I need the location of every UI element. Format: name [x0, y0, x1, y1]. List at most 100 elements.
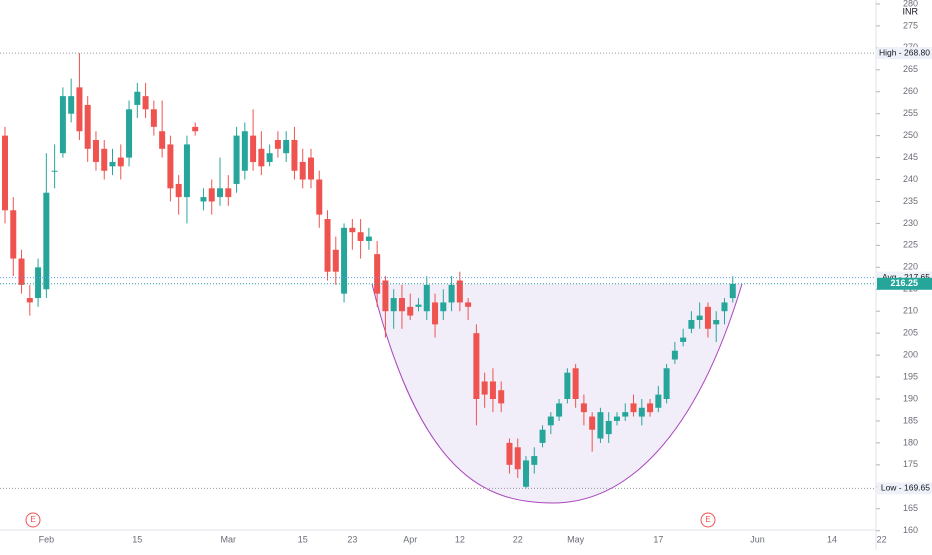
candle-body [398, 298, 405, 312]
earnings-label: E [30, 515, 35, 524]
candle-body [59, 96, 66, 154]
y-tick-label: 205 [903, 328, 918, 338]
earnings-label: E [705, 515, 710, 524]
candle-body [142, 96, 149, 110]
y-tick-label: 260 [903, 86, 918, 96]
candle-body [498, 390, 505, 404]
candle-body [175, 183, 182, 198]
candle-body [341, 227, 348, 294]
y-tick-label: 200 [903, 349, 918, 359]
candle-body [241, 131, 248, 171]
candle-body [365, 236, 372, 241]
candle-body [713, 319, 720, 325]
candle-body [43, 192, 50, 290]
x-tick-label: Feb [39, 534, 55, 544]
candle-body [506, 442, 513, 465]
y-tick-label: 175 [903, 459, 918, 469]
y-tick-label: 220 [903, 262, 918, 272]
candle-body [514, 447, 521, 470]
candle-body [613, 416, 620, 421]
candle-body [51, 170, 58, 172]
candle-body [76, 87, 83, 132]
earnings-marker[interactable]: E [700, 512, 716, 528]
x-tick-label: May [567, 534, 585, 544]
candle-body [233, 135, 240, 184]
candle-body [539, 429, 546, 443]
candle-body [324, 219, 331, 272]
candle-body [208, 188, 215, 202]
price-label: Avg - 217.65 [882, 272, 930, 282]
y-tick-label: 180 [903, 437, 918, 447]
candle-body [68, 96, 75, 114]
candle-body [92, 140, 99, 162]
y-tick-label: 160 [903, 525, 918, 535]
candle-body [556, 403, 563, 417]
candle-body [382, 280, 389, 312]
candle-body [622, 412, 629, 417]
x-tick-label: Mar [221, 534, 237, 544]
candle-body [274, 140, 281, 149]
candle-body [357, 232, 364, 241]
candle-body [35, 267, 42, 299]
price-label: High - 268.80 [879, 47, 930, 57]
earnings-marker[interactable]: E [25, 512, 41, 528]
candle-body [473, 333, 480, 400]
candle-body [432, 302, 439, 325]
candle-body [597, 412, 604, 439]
y-tick-label: 240 [903, 174, 918, 184]
y-tick-label: 190 [903, 393, 918, 403]
candle-body [440, 302, 447, 312]
candle-body [192, 126, 199, 132]
candle-body [531, 456, 538, 465]
candle-body [523, 460, 530, 487]
candle-body [696, 315, 703, 320]
x-tick-label: 17 [653, 534, 663, 544]
plot-area [2, 53, 736, 489]
candle-body [126, 109, 133, 158]
candle-body [655, 394, 662, 408]
price-label-box [877, 47, 932, 60]
candle-body [407, 306, 414, 316]
y-tick-label: 245 [903, 152, 918, 162]
candle-body [580, 403, 587, 413]
y-tick-label: 210 [903, 306, 918, 316]
candle-body [448, 284, 455, 303]
candle-body [481, 381, 488, 395]
candle-body [2, 135, 8, 211]
candle-body [217, 188, 224, 198]
candle-body [101, 148, 108, 171]
candle-body [721, 302, 728, 312]
candle-body [465, 302, 472, 307]
candle-body [159, 131, 166, 149]
candle-body [150, 109, 157, 127]
candle-body [18, 258, 25, 285]
candle-body [84, 104, 91, 149]
x-tick-label: 23 [347, 534, 357, 544]
candle-body [489, 381, 496, 400]
candle-body [258, 148, 265, 167]
x-tick-label: 22 [513, 534, 523, 544]
candle-body [291, 140, 298, 171]
candle-body [109, 161, 116, 167]
candle-body [316, 179, 323, 215]
cup-pattern-fill [372, 284, 742, 503]
candle-body [564, 372, 571, 400]
candle-body [688, 319, 695, 329]
x-tick-label: 15 [132, 534, 142, 544]
y-tick-label: 195 [903, 371, 918, 381]
candle-body [299, 161, 306, 180]
y-tick-label: 265 [903, 64, 918, 74]
candle-body [630, 403, 637, 413]
candle-body [117, 157, 124, 167]
candle-body [167, 144, 174, 189]
currency-label: INR [903, 6, 919, 16]
y-tick-label: 280 [903, 0, 918, 8]
x-tick-label: 15 [298, 534, 308, 544]
candle-body [10, 210, 17, 259]
candle-body [332, 249, 339, 272]
candle-body [307, 157, 314, 180]
candle-body [547, 416, 554, 426]
cup-pattern-curve [371, 283, 743, 504]
